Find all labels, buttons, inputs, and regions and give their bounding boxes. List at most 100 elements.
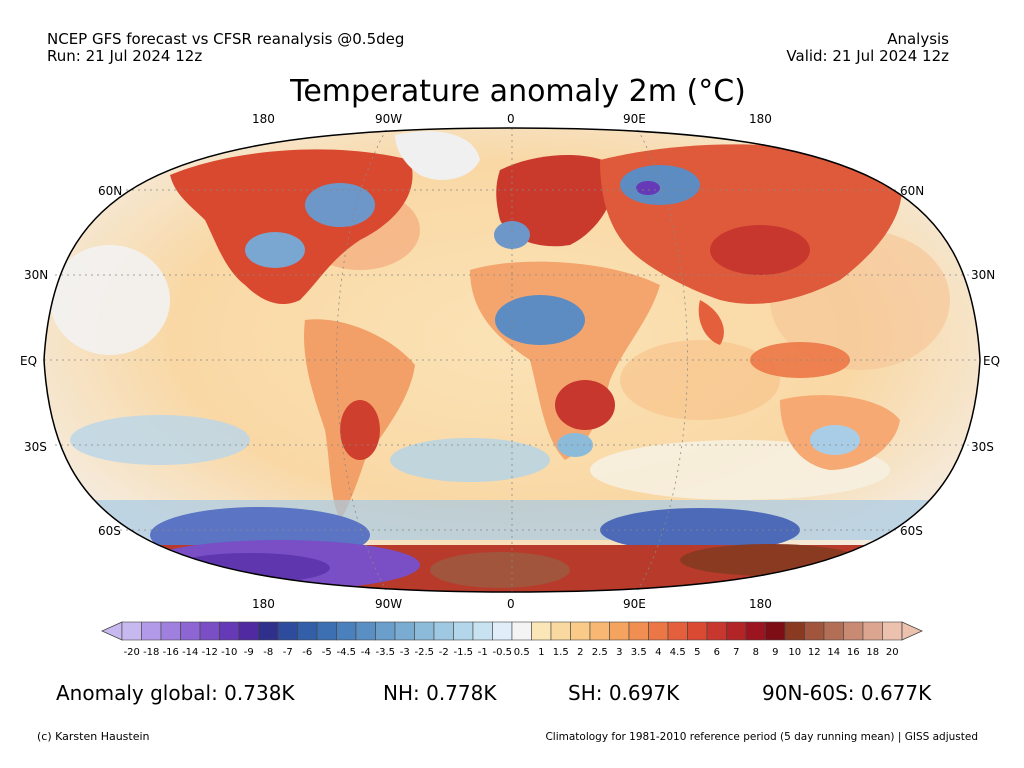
colorbar-labels: -20 -18 -16 -14 -12 -10 -9 -8 -7 -6 -5 -4.5 -4 -3.5 -3… — [124, 647, 899, 658]
lat-label-left-30n: 30N — [24, 268, 49, 282]
colorbar-tick-label: 2.5 — [592, 647, 608, 658]
colorbar-swatch — [648, 621, 669, 641]
colorbar-tick-label: -10 — [221, 647, 237, 658]
india-land — [698, 300, 724, 345]
colorbar-tick-label: 9 — [772, 647, 778, 658]
africa-warm-patch — [555, 380, 615, 430]
colorbar-tick-label: 20 — [886, 647, 899, 658]
header-valid-time: Valid: 21 Jul 2024 12z — [786, 47, 949, 65]
colorbar-swatch — [141, 621, 162, 641]
colorbar-tick-label: 1 — [538, 647, 544, 658]
colorbar-tick-label: -4 — [361, 647, 371, 658]
colorbar-tick-label: -2.5 — [414, 647, 434, 658]
colorbar-swatch — [180, 621, 201, 641]
colorbar-tick-label: 5 — [694, 647, 700, 658]
graticule-90w — [336, 129, 387, 591]
colorbar-swatch — [550, 621, 571, 641]
footer-climatology-note: Climatology for 1981-2010 reference peri… — [545, 731, 978, 743]
antarctica-warm-patch — [680, 544, 860, 576]
colorbar-tick-label: -12 — [202, 647, 218, 658]
colorbar-swatch — [121, 621, 142, 641]
lat-label-left-60s: 60S — [98, 524, 121, 538]
colorbar-swatch — [414, 621, 435, 641]
lat-label-right-eq: EQ — [983, 354, 1001, 368]
colorbar-tick-label: -3.5 — [375, 647, 395, 658]
colorbar-tick-label: 0.5 — [514, 647, 530, 658]
lat-label-right-60s: 60S — [900, 524, 923, 538]
colorbar-swatch — [823, 621, 844, 641]
graticule — [44, 128, 980, 592]
antarctica-warm-patch — [430, 552, 570, 588]
colorbar-swatch — [238, 621, 259, 641]
colorbar-swatch — [589, 621, 610, 641]
colorbar-tick-label: 3.5 — [631, 647, 647, 658]
colorbar-swatch — [277, 621, 298, 641]
africa-cool-patch — [557, 433, 593, 457]
colorbar-swatch — [784, 621, 805, 641]
colorbar-swatch — [219, 621, 240, 641]
colorbar-tick-label: 6 — [714, 647, 720, 658]
lon-label-bottom-180w: 180 — [252, 597, 275, 611]
colorbar-swatch — [687, 621, 708, 641]
lon-label-bottom-0: 0 — [507, 597, 515, 611]
colorbar-tick-label: -0.5 — [492, 647, 512, 658]
colorbar-swatch — [511, 621, 532, 641]
lat-label-left-eq: EQ — [20, 354, 38, 368]
europe-land — [496, 155, 620, 247]
colorbar-swatch — [745, 621, 766, 641]
asia-cold-patch — [636, 181, 660, 195]
colorbar-tick-label: -1 — [478, 647, 488, 658]
colorbar-swatch — [316, 621, 337, 641]
colorbar-tick-label: -20 — [124, 647, 140, 658]
colorbar-tick-label: 3 — [616, 647, 622, 658]
ocean-cool-patch — [390, 438, 550, 482]
colorbar-tick-label: -6 — [302, 647, 312, 658]
south-america-warm-patch — [340, 400, 380, 460]
greenland-land — [395, 131, 480, 180]
colorbar-tick-label: -9 — [244, 647, 254, 658]
colorbar-tick-label: 18 — [866, 647, 879, 658]
header-run-time: Run: 21 Jul 2024 12z — [47, 47, 203, 65]
header-model-info: NCEP GFS forecast vs CFSR reanalysis @0.… — [47, 30, 405, 48]
lat-label-right-30s: 30S — [971, 440, 994, 454]
north-america-cool-patch — [305, 183, 375, 227]
map-title: Temperature anomaly 2m (°C) — [290, 74, 746, 109]
colorbar-tick-label: 7 — [733, 647, 739, 658]
colorbar-swatch — [609, 621, 630, 641]
colorbar-swatch — [336, 621, 357, 641]
lat-label-right-30n: 30N — [971, 268, 996, 282]
colorbar-swatch — [492, 621, 513, 641]
stat-polar-anomaly: 90N-60S: 0.677K — [762, 681, 932, 705]
colorbar-tick-label: -14 — [182, 647, 198, 658]
colorbar-tick-label: 4 — [655, 647, 661, 658]
colorbar-swatch — [843, 621, 864, 641]
colorbar-tick-label: -5 — [322, 647, 332, 658]
colorbar-tick-label: -8 — [263, 647, 273, 658]
asia-warm-patch — [710, 225, 810, 275]
colorbar-tick-label: -4.5 — [336, 647, 356, 658]
colorbar-swatch — [628, 621, 649, 641]
lon-label-bottom-180e: 180 — [749, 597, 772, 611]
lon-label-top-180e: 180 — [749, 112, 772, 126]
ocean-cool-patch — [70, 415, 250, 465]
europe-cool-patch — [494, 221, 530, 249]
asia-cool-patch — [620, 165, 700, 205]
colorbar-tick-label: 16 — [847, 647, 860, 658]
colorbar-swatch — [433, 621, 454, 641]
graticule-90e — [637, 129, 688, 591]
colorbar-swatch — [258, 621, 279, 641]
colorbar-swatch — [375, 621, 396, 641]
colorbar-swatch — [804, 621, 825, 641]
lon-label-top-90e: 90E — [623, 112, 646, 126]
colorbar-tick-label: -2 — [439, 647, 449, 658]
colorbar-swatches — [101, 621, 923, 641]
colorbar-tick-label: 4.5 — [670, 647, 686, 658]
colorbar-swatch — [862, 621, 883, 641]
colorbar-swatch — [160, 621, 181, 641]
colorbar-tick-label: -3 — [400, 647, 410, 658]
colorbar-swatch — [706, 621, 727, 641]
colorbar-tick-label: 1.5 — [553, 647, 569, 658]
colorbar-swatch — [472, 621, 493, 641]
lon-label-top-180w: 180 — [252, 112, 275, 126]
